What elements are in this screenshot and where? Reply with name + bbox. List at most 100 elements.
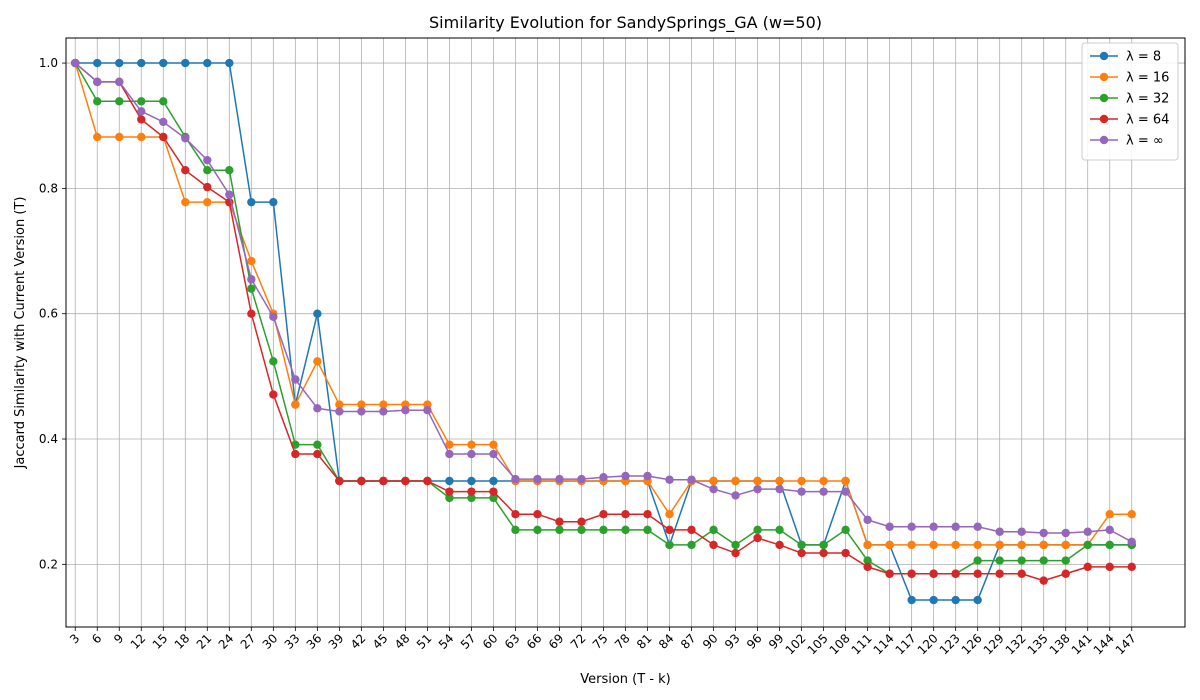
series-4 bbox=[71, 58, 1136, 546]
data-point bbox=[797, 476, 806, 486]
data-point bbox=[1039, 540, 1048, 550]
legend-item: λ = 32 bbox=[1090, 92, 1169, 107]
legend: λ = 8 λ = 16 λ = 32 λ = 64 λ = ∞ bbox=[1081, 42, 1179, 161]
data-point bbox=[115, 77, 124, 87]
data-point bbox=[467, 476, 476, 486]
data-point bbox=[973, 595, 982, 605]
data-point bbox=[1017, 556, 1026, 565]
data-point bbox=[599, 473, 608, 482]
data-point bbox=[1127, 562, 1136, 572]
data-point bbox=[731, 476, 740, 486]
data-point bbox=[1039, 528, 1048, 538]
data-point bbox=[951, 595, 960, 605]
data-point bbox=[511, 510, 520, 519]
data-point bbox=[1105, 525, 1114, 535]
data-point bbox=[621, 525, 630, 535]
data-point bbox=[885, 522, 894, 531]
data-point bbox=[973, 540, 982, 550]
data-point bbox=[423, 405, 432, 415]
data-point bbox=[665, 525, 674, 535]
data-point bbox=[489, 476, 498, 486]
data-point bbox=[357, 407, 366, 416]
data-point bbox=[621, 471, 630, 481]
data-point bbox=[577, 474, 586, 484]
data-point bbox=[599, 525, 608, 535]
data-point bbox=[225, 58, 234, 68]
data-point bbox=[885, 540, 894, 550]
data-point bbox=[753, 476, 762, 486]
data-point bbox=[93, 97, 102, 106]
data-point bbox=[1127, 510, 1136, 519]
legend-item: λ = 8 bbox=[1090, 50, 1161, 65]
data-point bbox=[489, 440, 498, 449]
data-point bbox=[687, 525, 696, 535]
data-point bbox=[71, 58, 80, 68]
data-point bbox=[203, 182, 212, 192]
data-point bbox=[665, 475, 674, 484]
data-point bbox=[731, 540, 740, 550]
data-point bbox=[357, 400, 366, 409]
data-point bbox=[379, 407, 388, 416]
data-point bbox=[907, 540, 916, 550]
data-point bbox=[445, 487, 454, 496]
data-point bbox=[599, 510, 608, 519]
data-point bbox=[445, 449, 454, 459]
data-point bbox=[357, 476, 366, 486]
data-point bbox=[1105, 540, 1114, 550]
data-point bbox=[995, 540, 1004, 550]
data-point bbox=[1017, 540, 1026, 550]
data-point bbox=[687, 540, 696, 550]
data-point bbox=[137, 115, 146, 124]
data-point bbox=[753, 533, 762, 543]
data-point bbox=[203, 166, 212, 175]
data-point bbox=[247, 256, 256, 266]
data-point bbox=[907, 595, 916, 605]
data-point bbox=[247, 284, 256, 293]
data-point bbox=[841, 487, 850, 496]
data-point bbox=[775, 484, 784, 494]
data-point bbox=[643, 525, 652, 535]
data-point bbox=[401, 405, 410, 415]
data-point bbox=[951, 540, 960, 550]
data-point bbox=[885, 569, 894, 578]
data-point bbox=[753, 484, 762, 494]
data-point bbox=[929, 540, 938, 550]
data-point bbox=[247, 309, 256, 318]
data-point bbox=[247, 275, 256, 284]
data-point bbox=[489, 449, 498, 459]
data-point bbox=[93, 58, 102, 68]
y-tick-label: 0.8 bbox=[39, 181, 58, 195]
data-point bbox=[929, 569, 938, 578]
data-point bbox=[973, 522, 982, 531]
data-point bbox=[951, 522, 960, 531]
data-point bbox=[1083, 562, 1092, 572]
data-point bbox=[555, 525, 564, 535]
data-point bbox=[995, 527, 1004, 536]
legend-label: λ = 32 bbox=[1126, 92, 1169, 107]
data-point bbox=[401, 476, 410, 486]
legend-swatch-marker bbox=[1099, 51, 1109, 61]
data-point bbox=[313, 440, 322, 449]
data-point bbox=[269, 357, 278, 366]
data-point bbox=[181, 166, 190, 175]
legend-swatch-marker bbox=[1099, 93, 1109, 103]
data-point bbox=[1105, 562, 1114, 572]
data-point bbox=[269, 197, 278, 207]
data-point bbox=[159, 58, 168, 68]
data-point bbox=[577, 525, 586, 535]
data-point bbox=[137, 132, 146, 142]
data-point bbox=[137, 97, 146, 106]
data-point bbox=[115, 97, 124, 106]
data-point bbox=[291, 449, 300, 459]
data-point bbox=[775, 540, 784, 550]
data-point bbox=[511, 474, 520, 484]
data-point bbox=[775, 476, 784, 486]
data-point bbox=[819, 487, 828, 496]
data-point bbox=[973, 556, 982, 565]
legend-swatch-marker bbox=[1099, 72, 1109, 82]
data-point bbox=[379, 476, 388, 486]
data-point bbox=[181, 134, 190, 143]
x-axis-label: Version (T - k) bbox=[580, 672, 671, 687]
legend-item: λ = 16 bbox=[1090, 71, 1169, 86]
